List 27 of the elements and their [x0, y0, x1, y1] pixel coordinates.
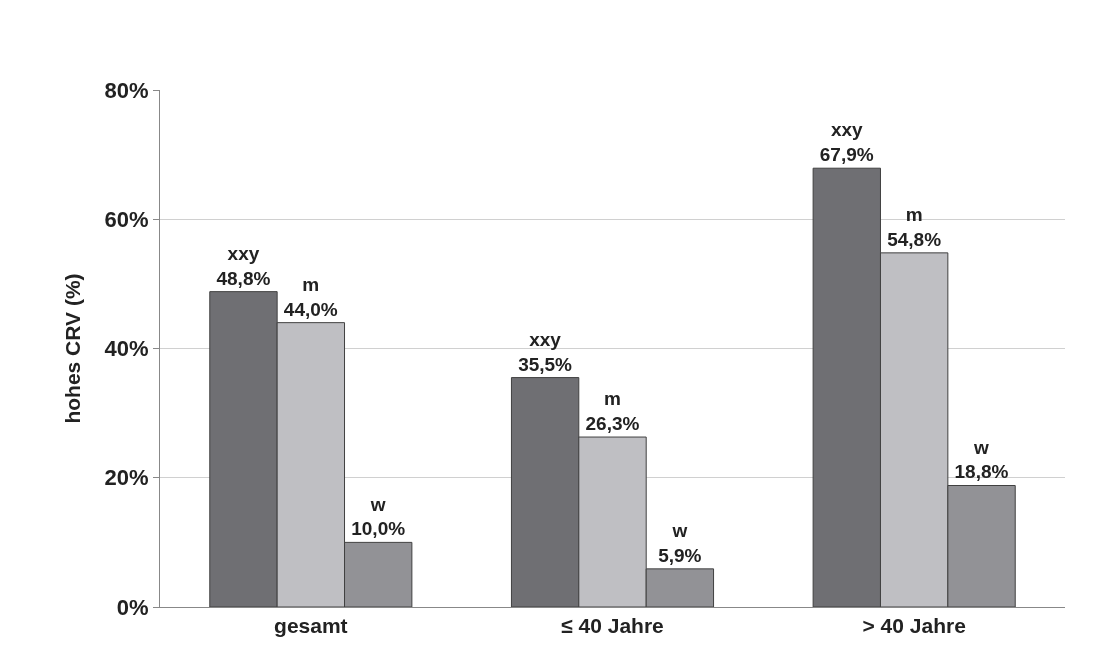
y-tick-label: 0%: [116, 594, 149, 620]
text: w: [370, 493, 386, 515]
data-label: 5,9%: [658, 544, 702, 566]
data-label: 10,0%: [351, 518, 406, 540]
text: xxy: [529, 328, 561, 350]
series-label: m: [302, 273, 320, 295]
series-label: xxy: [227, 242, 260, 264]
y-axis-title: hohes CRV (%): [60, 273, 84, 424]
y-tick-label: 20%: [104, 465, 149, 491]
data-label: 54,8%: [887, 228, 942, 250]
y-tick-label: 40%: [104, 336, 149, 362]
text: xxy: [830, 119, 863, 141]
x-tick-label: > 40 Jahre: [862, 614, 966, 638]
text: w: [672, 520, 688, 542]
data-label: 35,5%: [518, 353, 573, 375]
x-tick-label: gesamt: [274, 614, 348, 638]
data-label: 44,0%: [283, 298, 338, 320]
data-label: 48,8%: [216, 267, 271, 289]
text: m: [603, 388, 621, 410]
text: m: [905, 204, 923, 226]
data-label: 26,3%: [585, 413, 640, 435]
y-tick-label: 80%: [104, 77, 149, 103]
series-label: w: [973, 436, 990, 458]
y-tick-label: 60%: [104, 206, 149, 232]
data-label: 18,8%: [954, 461, 1009, 483]
x-tick-label: ≤ 40 Jahre: [561, 614, 664, 638]
data-label: 67,9%: [819, 144, 874, 166]
